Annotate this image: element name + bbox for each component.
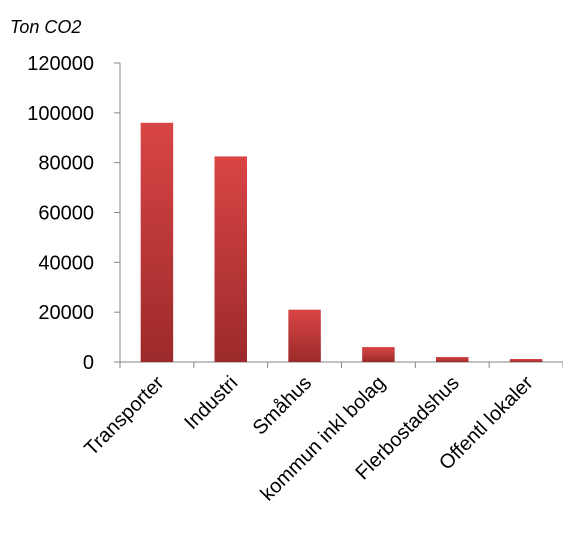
y-tick-label: 0	[83, 352, 94, 374]
x-category-label: kommun inkl bolag	[256, 372, 389, 505]
bars	[140, 122, 543, 362]
y-tick-label: 80000	[38, 153, 94, 175]
bar	[140, 122, 174, 362]
bar	[362, 347, 395, 362]
bar	[509, 359, 543, 362]
x-axis	[119, 361, 563, 368]
y-tick-label: 60000	[38, 203, 94, 225]
bar	[436, 357, 469, 362]
y-tick-label: 20000	[38, 302, 94, 324]
x-category-label: Industri	[180, 372, 242, 434]
x-category-label: Småhus	[249, 372, 316, 439]
y-axis-unit-label: Ton CO2	[10, 17, 81, 37]
x-category-label: Transporter	[80, 372, 168, 460]
y-tick-label: 40000	[38, 252, 94, 274]
bar	[214, 156, 247, 362]
y-tick-label: 120000	[27, 53, 94, 75]
y-axis: 0 20000 40000 60000 80000 100000 120000	[27, 53, 121, 374]
y-tick-label: 100000	[27, 103, 94, 125]
bar	[288, 309, 321, 362]
